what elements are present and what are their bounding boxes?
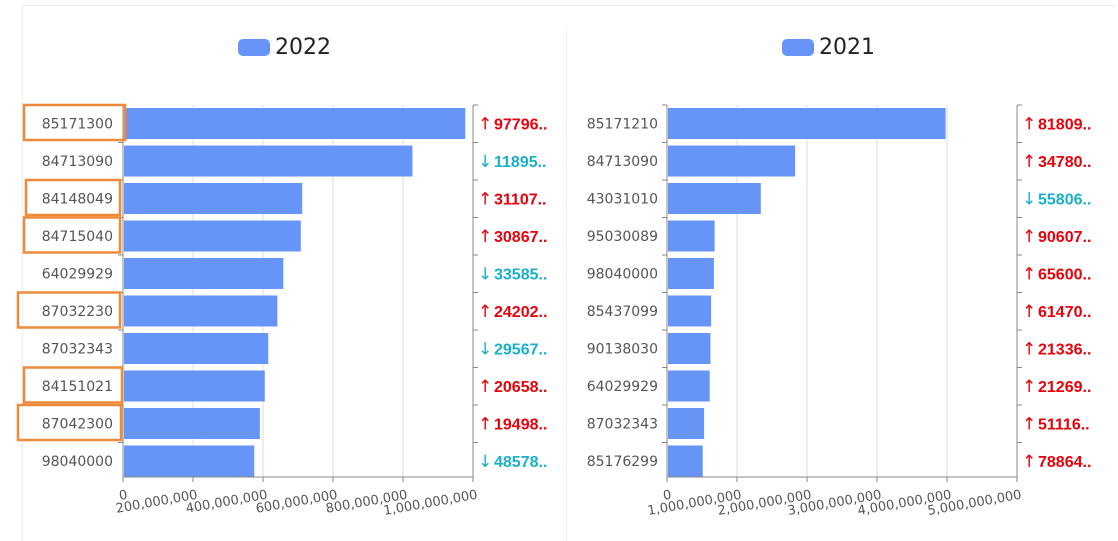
category-label: 85437099	[587, 304, 658, 320]
category-label: 64029929	[587, 379, 658, 395]
category-label: 85171300	[42, 117, 113, 133]
legend-label: 2022	[275, 35, 331, 60]
category-label: 85176299	[587, 454, 658, 470]
bar	[124, 408, 260, 439]
category-label: 87032343	[587, 417, 658, 433]
change-value: 33585..	[494, 267, 547, 284]
category-label: 98040000	[42, 454, 113, 470]
category-label: 98040000	[587, 267, 658, 283]
change-arrow-down: ↓	[478, 452, 492, 472]
highlight-box	[22, 216, 122, 254]
change-value: 11895..	[494, 154, 547, 171]
bar	[124, 333, 269, 364]
change-value: 30867..	[494, 229, 547, 246]
highlight-box	[16, 291, 122, 329]
chart-2021: 202101,000,000,0002,000,000,0003,000,000…	[587, 35, 1092, 519]
change-value: 65600..	[1038, 267, 1091, 284]
change-arrow-up: ↑	[478, 302, 492, 322]
category-label: 87042300	[42, 417, 113, 433]
bar	[668, 333, 711, 364]
x-tick-label: 0	[662, 488, 673, 504]
change-arrow-up: ↑	[478, 227, 492, 247]
bar	[124, 258, 284, 289]
change-value: 97796..	[494, 117, 547, 134]
bar	[668, 108, 946, 139]
category-label: 84713090	[587, 154, 658, 170]
change-arrow-up: ↑	[478, 377, 492, 397]
bar	[124, 445, 255, 477]
legend-swatch	[238, 39, 270, 56]
bar	[668, 220, 715, 252]
bar	[124, 295, 278, 327]
change-arrow-up: ↑	[1022, 377, 1036, 397]
highlight-box	[16, 403, 123, 442]
chart-2022: 20220200,000,000400,000,000600,000,00080…	[16, 35, 547, 519]
highlight-box	[24, 178, 122, 217]
change-arrow-up: ↑	[478, 415, 492, 435]
highlight-box	[22, 103, 127, 142]
change-value: 81809..	[1038, 117, 1091, 134]
change-value: 19498..	[494, 417, 547, 434]
change-arrow-up: ↑	[1022, 152, 1036, 172]
change-arrow-up: ↑	[1022, 340, 1036, 360]
bar	[668, 258, 714, 289]
bar	[668, 445, 703, 477]
category-label: 84715040	[42, 229, 113, 245]
change-arrow-up: ↑	[1022, 302, 1036, 322]
bar	[124, 108, 466, 139]
change-value: 24202..	[494, 304, 547, 321]
highlight-box	[22, 366, 124, 404]
change-arrow-down: ↓	[478, 265, 492, 285]
bar	[668, 370, 710, 402]
change-value: 21269..	[1038, 379, 1091, 396]
change-arrow-up: ↑	[1022, 227, 1036, 247]
change-value: 55806..	[1038, 192, 1091, 209]
bar	[668, 295, 712, 327]
change-arrow-up: ↑	[1022, 415, 1036, 435]
bar	[668, 145, 796, 177]
category-label: 87032343	[42, 342, 113, 358]
change-arrow-down: ↓	[478, 152, 492, 172]
change-value: 21336..	[1038, 342, 1091, 359]
change-value: 20658..	[494, 379, 547, 396]
category-label: 64029929	[42, 267, 113, 283]
bar	[124, 220, 301, 252]
category-label: 87032230	[42, 304, 113, 320]
category-label: 84148049	[42, 192, 113, 208]
category-label: 90138030	[587, 342, 658, 358]
change-arrow-up: ↑	[1022, 265, 1036, 285]
category-label: 95030089	[587, 229, 658, 245]
x-tick-label: 0	[118, 488, 129, 504]
change-value: 90607..	[1038, 229, 1091, 246]
change-arrow-down: ↓	[1022, 190, 1036, 210]
change-arrow-up: ↑	[478, 190, 492, 210]
bar	[668, 183, 761, 214]
category-label: 84713090	[42, 154, 113, 170]
bar	[124, 183, 303, 214]
category-label: 85171210	[587, 117, 658, 133]
change-value: 29567..	[494, 342, 547, 359]
bar	[124, 370, 265, 402]
change-value: 31107..	[494, 192, 547, 209]
change-value: 78864..	[1038, 454, 1091, 471]
change-arrow-up: ↑	[1022, 115, 1036, 135]
category-label: 43031010	[587, 192, 658, 208]
change-value: 48578..	[494, 454, 547, 471]
change-arrow-up: ↑	[478, 115, 492, 135]
bar	[124, 145, 413, 177]
change-arrow-down: ↓	[478, 340, 492, 360]
chart-frame	[22, 5, 1116, 541]
legend-label: 2021	[819, 35, 875, 60]
change-value: 51116..	[1038, 417, 1090, 434]
change-value: 34780..	[1038, 154, 1091, 171]
panel-divider	[566, 30, 567, 541]
change-value: 61470..	[1038, 304, 1091, 321]
legend-swatch	[782, 39, 814, 56]
change-arrow-up: ↑	[1022, 452, 1036, 472]
category-label: 84151021	[42, 379, 113, 395]
bar	[668, 408, 705, 439]
